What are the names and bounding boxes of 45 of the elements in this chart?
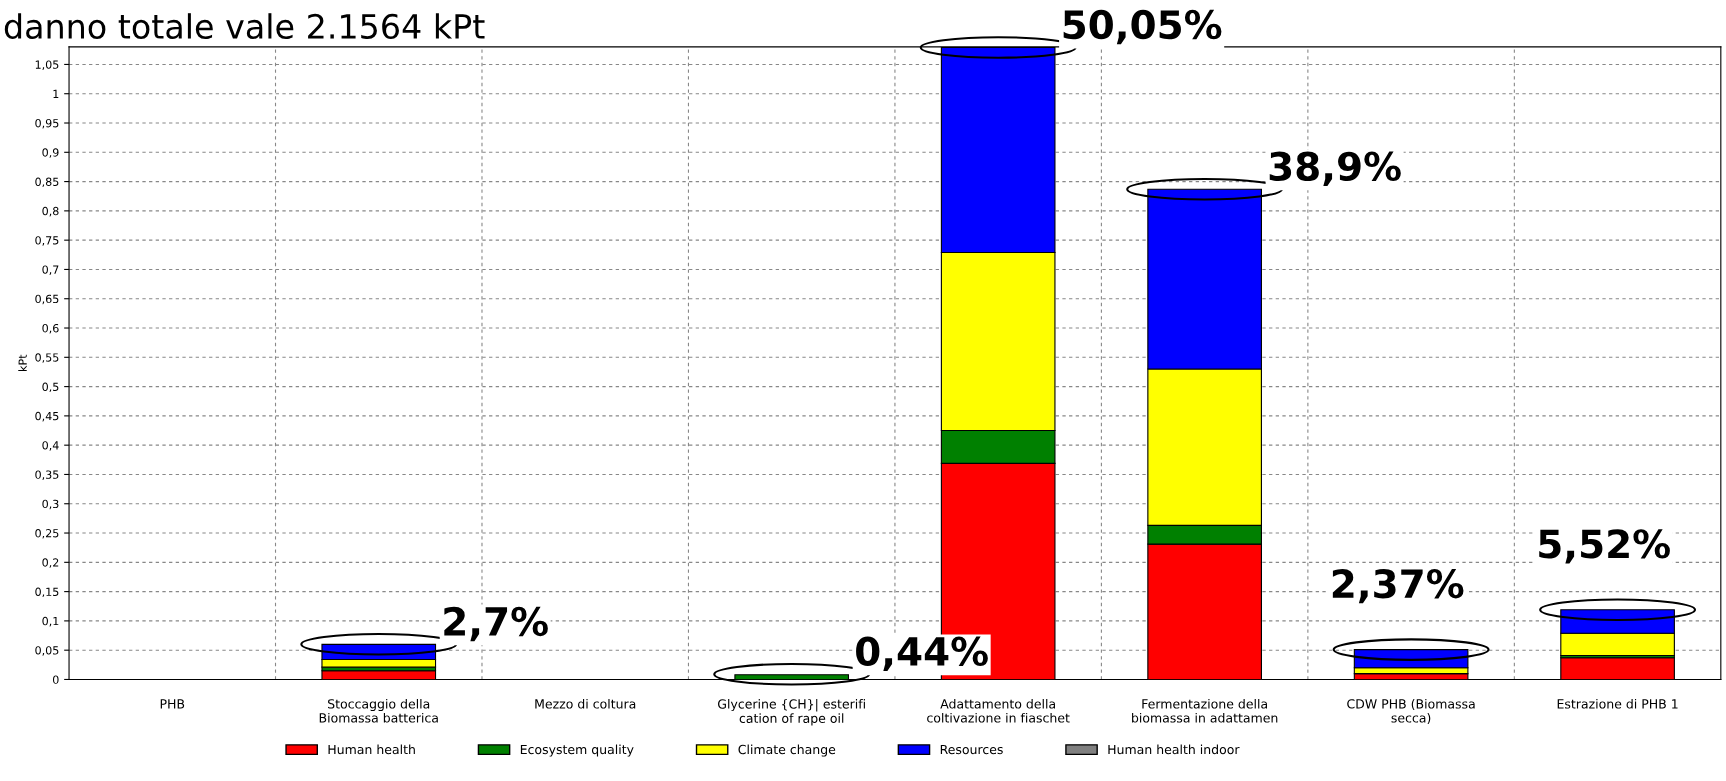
legend-label: Ecosystem quality (520, 744, 634, 757)
y-tick-label: 0,35 (35, 470, 59, 480)
bar (734, 674, 850, 680)
y-tick-label: 1,05 (35, 60, 59, 70)
annotation: 0,44% (856, 636, 988, 672)
chart-title: danno totale vale 2.1564 kPt (4, 13, 485, 39)
legend-label: Human health indoor (1108, 744, 1240, 755)
y-tick-label: 0,95 (35, 118, 59, 129)
x-tick-label: PHB (160, 699, 185, 709)
y-tick-label: 0,7 (42, 265, 59, 275)
y-tick-label: 0,45 (35, 411, 59, 422)
annotation: 38,9% (1269, 151, 1401, 187)
y-tick-label: 0,2 (42, 558, 59, 568)
annotation: 2,37% (1332, 568, 1464, 604)
x-tick-label: Glycerine {CH}| esterifi cation of rape oil (717, 698, 865, 726)
y-tick-label: 0,4 (42, 441, 59, 451)
legend-label: Human health (328, 744, 415, 755)
y-tick-label: 0,65 (35, 294, 59, 305)
y-tick-label: 0,3 (42, 499, 59, 510)
y-tick-label: 1 (53, 89, 59, 98)
x-tick-label: Estrazione di PHB 1 (1557, 698, 1678, 709)
annotation: 2,7% (444, 606, 548, 642)
y-tick-label: 0,9 (42, 148, 59, 158)
y-tick-label: 0,1 (42, 616, 59, 627)
legend-label: Climate change (738, 744, 836, 757)
y-tick-label: 0,85 (35, 177, 59, 188)
y-tick-label: 0 (52, 675, 59, 684)
x-tick-label: Stoccaggio della Biomassa batterica (319, 698, 438, 723)
x-tick-label: Adattamento della coltivazione in fiaschet (927, 698, 1070, 723)
annotation: 50,05% (1063, 9, 1222, 45)
x-tick-label: CDW PHB (Biomassa secca) (1347, 698, 1475, 725)
y-tick-label: 0,55 (35, 353, 59, 363)
y-tick-label: 0,6 (42, 323, 59, 334)
y-tick-label: 0,05 (35, 646, 59, 656)
y-tick-label: 0,25 (35, 529, 59, 539)
y-tick-label: 0,15 (35, 587, 59, 598)
bar (1560, 657, 1675, 680)
annotation: 5,52% (1539, 529, 1670, 564)
y-tick-label: 0,8 (42, 206, 59, 217)
x-tick-label: Fermentazione della biomassa in adattamen (1132, 698, 1278, 723)
y-axis-title: kPt (18, 354, 27, 371)
x-tick-label: Mezzo di coltura (535, 698, 636, 709)
y-tick-label: 0,75 (35, 236, 59, 246)
y-tick-label: 0,5 (42, 382, 59, 393)
legend-label: Resources (940, 744, 1003, 755)
